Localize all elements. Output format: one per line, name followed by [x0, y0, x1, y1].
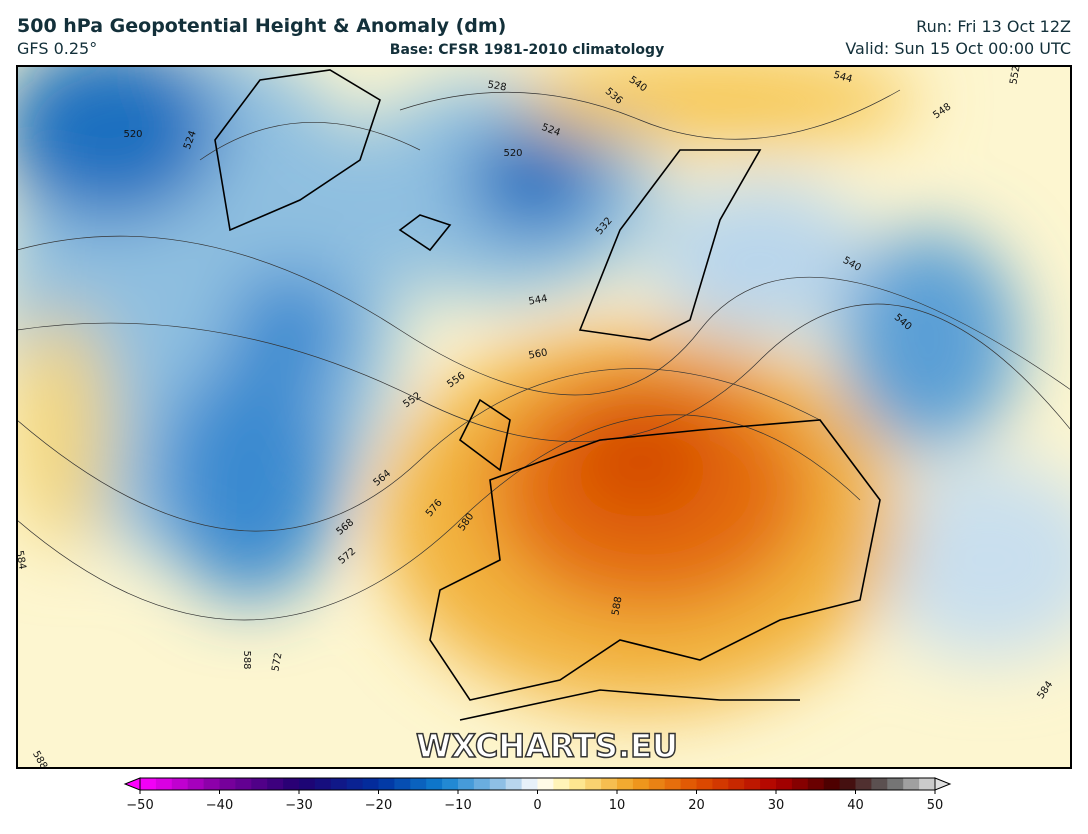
- colorbar-cell: [776, 778, 793, 790]
- colorbar: −50 −40 −30 −20 −10 0 10 20 30 40 50: [123, 777, 952, 813]
- colorbar-tick-label: −10: [444, 798, 471, 813]
- colorbar-cell: [219, 778, 236, 790]
- colorbar-tick-label: 0: [533, 798, 541, 813]
- colorbar-cell: [744, 778, 761, 790]
- colorbar-cell: [442, 778, 459, 790]
- colorbar-tick-label: −30: [285, 798, 312, 813]
- colorbar-cell: [728, 778, 745, 790]
- contour-label: 528: [487, 79, 508, 93]
- colorbar-cell: [855, 778, 872, 790]
- colorbar-cell: [553, 778, 570, 790]
- contour-label: 520: [503, 148, 522, 159]
- contour-label: 572: [270, 652, 284, 673]
- colorbar-tick-label: −50: [126, 798, 153, 813]
- colorbar-cell: [330, 778, 348, 790]
- colorbar-end: [123, 777, 141, 791]
- contour-label: 544: [832, 70, 853, 86]
- colorbar-cell: [473, 778, 491, 790]
- colorbar-cell: [601, 778, 618, 790]
- colorbar-cell: [632, 778, 650, 790]
- contour-label: 544: [528, 293, 549, 307]
- contour-label: 552: [1008, 65, 1022, 86]
- colorbar-cell: [696, 778, 713, 790]
- colorbar-cell: [903, 778, 920, 790]
- colorbar-cell: [203, 778, 220, 790]
- colorbar-cell: [267, 778, 284, 790]
- colorbar-cell: [378, 778, 395, 790]
- contour-label: 520: [123, 129, 142, 140]
- colorbar-cell: [140, 778, 157, 790]
- colorbar-cell: [712, 778, 729, 790]
- colorbar-cell: [648, 778, 666, 790]
- colorbar-cell: [314, 778, 332, 790]
- colorbar-cell: [680, 778, 697, 790]
- colorbar-tick-label: −20: [365, 798, 392, 813]
- colorbar-cell: [617, 778, 634, 790]
- colorbar-cell: [155, 778, 173, 790]
- colorbar-cell: [362, 778, 379, 790]
- colorbar-cell: [537, 778, 554, 790]
- colorbar-tick-label: 50: [927, 798, 944, 813]
- colorbar-end: [934, 777, 952, 791]
- colorbar-cell: [426, 778, 443, 790]
- colorbar-cell: [839, 778, 856, 790]
- contour-label: 560: [528, 347, 549, 361]
- colorbar-cell: [346, 778, 364, 790]
- colorbar-cell: [521, 778, 538, 790]
- colorbar-cell: [394, 778, 411, 790]
- colorbar-tick-label: 20: [688, 798, 705, 813]
- colorbar-cell: [505, 778, 523, 790]
- colorbar-tick-label: −40: [206, 798, 233, 813]
- colorbar-cell: [171, 778, 189, 790]
- run: Run: Fri 13 Oct 12Z: [916, 17, 1071, 36]
- colorbar-cell: [823, 778, 841, 790]
- colorbar-cell: [887, 778, 904, 790]
- colorbar-cell: [585, 778, 602, 790]
- colorbar-cell: [410, 778, 427, 790]
- model: GFS 0.25°: [17, 39, 97, 58]
- contour-label: 588: [241, 650, 252, 669]
- colorbar-cell: [919, 778, 936, 790]
- title: 500 hPa Geopotential Height & Anomaly (d…: [17, 15, 506, 37]
- colorbar-cell: [251, 778, 268, 790]
- contour-label: 584: [13, 550, 27, 571]
- colorbar-cell: [760, 778, 777, 790]
- map-frame: [16, 65, 1072, 769]
- colorbar-tick-label: 40: [847, 798, 864, 813]
- valid: Valid: Sun 15 Oct 00:00 UTC: [845, 39, 1071, 58]
- colorbar-cell: [489, 778, 507, 790]
- colorbar-cell: [187, 778, 205, 790]
- colorbar-cell: [807, 778, 825, 790]
- watermark: WXCHARTS.EU: [416, 727, 678, 765]
- colorbar-cell: [458, 778, 475, 790]
- colorbar-cell: [283, 778, 300, 790]
- colorbar-cell: [235, 778, 252, 790]
- colorbar-cell: [569, 778, 586, 790]
- colorbar-cell: [299, 778, 316, 790]
- base: Base: CFSR 1981-2010 climatology: [390, 42, 664, 58]
- colorbar-tick-label: 30: [768, 798, 785, 813]
- contour-label: 588: [610, 596, 624, 617]
- colorbar-cell: [871, 778, 888, 790]
- colorbar-cell: [664, 778, 682, 790]
- colorbar-tick-label: 10: [609, 798, 626, 813]
- colorbar-cell: [791, 778, 809, 790]
